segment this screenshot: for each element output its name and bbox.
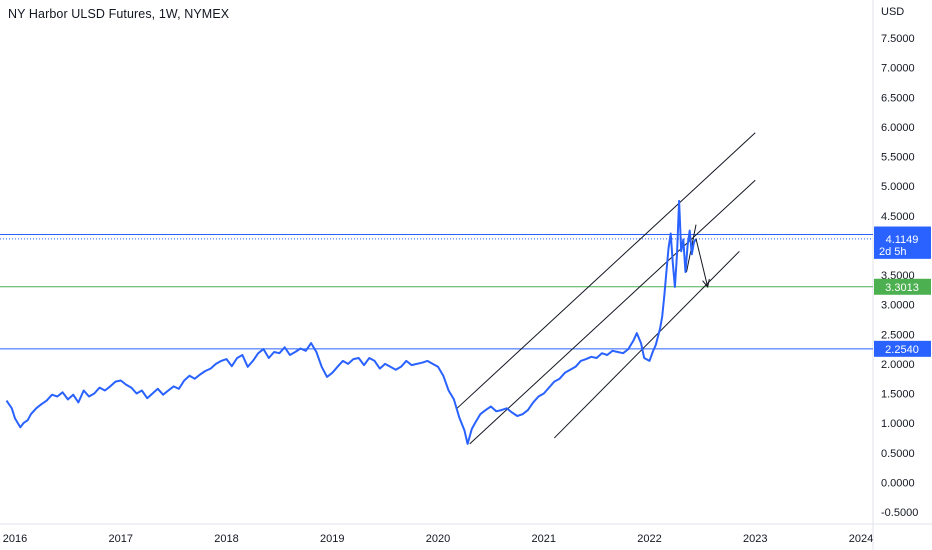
y-tick-label: 1.5000	[881, 389, 915, 401]
x-tick-label: 2017	[109, 533, 133, 545]
y-tick-label: 5.5000	[881, 152, 915, 164]
projection-arrow	[695, 238, 709, 287]
x-tick-label: 2023	[743, 533, 767, 545]
x-tick-label: 2016	[3, 533, 27, 545]
x-tick-label: 2019	[320, 533, 344, 545]
y-tick-label: -0.5000	[881, 507, 918, 519]
trend-channel-line	[553, 250, 740, 439]
price-series-line	[5, 199, 697, 445]
arrow-head	[702, 278, 710, 288]
trend-channel-line	[456, 132, 756, 409]
y-tick-label: 0.5000	[881, 448, 915, 460]
y-tick-label: 0.0000	[881, 477, 915, 489]
y-tick-label: 6.0000	[881, 122, 915, 134]
x-tick-label: 2022	[637, 533, 661, 545]
last-price-badge-bg	[874, 230, 931, 259]
y-tick-label: 1.0000	[881, 418, 915, 430]
y-tick-label: 7.5000	[881, 33, 915, 45]
last-price-badge: 4.1149	[886, 234, 919, 246]
y-tick-label: 7.0000	[881, 63, 915, 75]
x-tick-label: 2024	[849, 533, 873, 545]
y-tick-label: 6.5000	[881, 92, 915, 104]
level-price-badge: 2.2540	[885, 344, 919, 356]
level-price-badge-bg	[874, 278, 931, 295]
y-tick-label: 4.5000	[881, 211, 915, 223]
trend-channel-line	[469, 179, 756, 445]
y-tick-label: 2.5000	[881, 329, 915, 341]
y-tick-label: 3.0000	[881, 300, 915, 312]
level-price-badge: 3.3013	[885, 282, 919, 294]
level-price-badge-bg	[874, 340, 931, 357]
x-tick-label: 2020	[426, 533, 450, 545]
countdown-badge: 2d 5h	[879, 246, 907, 258]
x-tick-label: 2018	[214, 533, 238, 545]
y-tick-label: 5.0000	[881, 181, 915, 193]
x-tick-label: 2021	[532, 533, 556, 545]
currency-label: USD	[881, 6, 904, 18]
chart-title: NY Harbor ULSD Futures, 1W, NYMEX	[8, 7, 230, 21]
y-tick-label: 2.0000	[881, 359, 915, 371]
